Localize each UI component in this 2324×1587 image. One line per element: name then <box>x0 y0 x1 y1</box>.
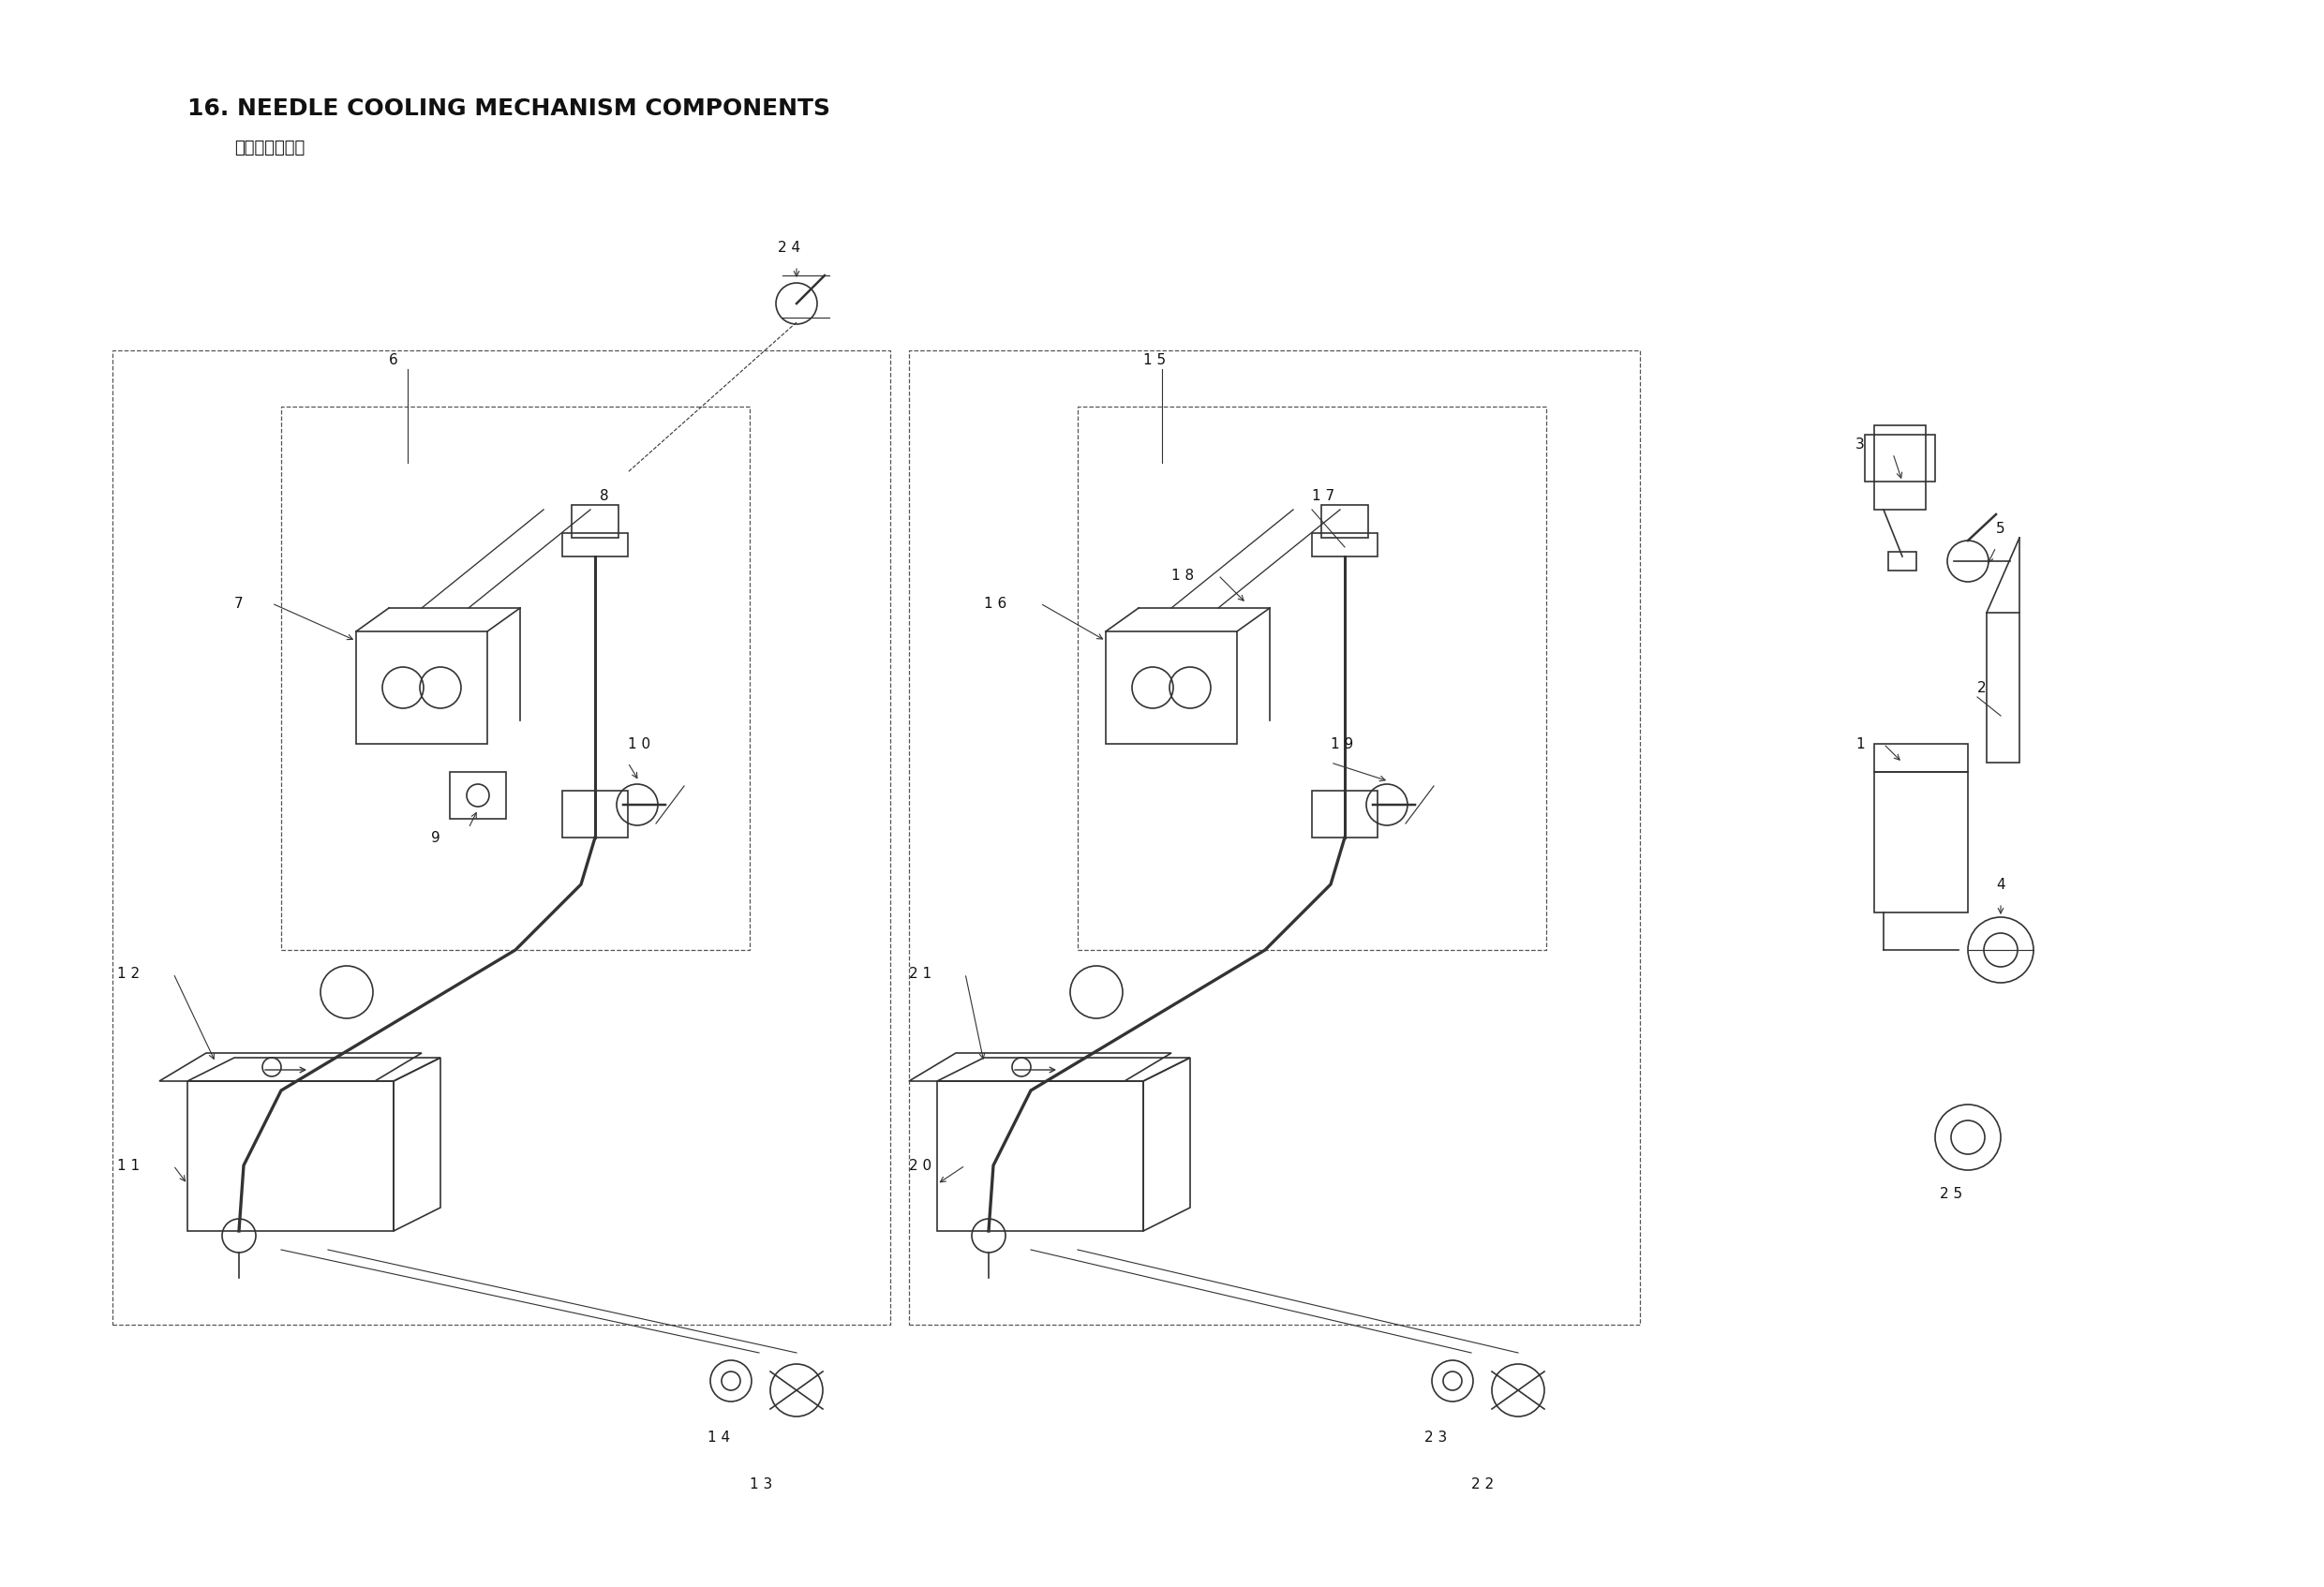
Text: 1 4: 1 4 <box>706 1430 730 1444</box>
Text: 1 6: 1 6 <box>983 597 1006 611</box>
Text: 1 9: 1 9 <box>1332 736 1353 751</box>
Text: 2 1: 2 1 <box>909 966 932 981</box>
Text: 2 5: 2 5 <box>1941 1187 1961 1200</box>
Text: 9: 9 <box>430 830 439 844</box>
Text: 4: 4 <box>1996 878 2006 892</box>
Text: 2 3: 2 3 <box>1425 1430 1448 1444</box>
Text: 2: 2 <box>1978 681 1987 695</box>
Text: 5: 5 <box>1996 522 2006 535</box>
Text: 8: 8 <box>600 489 609 503</box>
Text: 6: 6 <box>388 352 397 367</box>
Text: 2 2: 2 2 <box>1471 1477 1494 1490</box>
Text: 针冷却装置関係: 针冷却装置関係 <box>235 140 304 157</box>
Text: 1 0: 1 0 <box>627 736 651 751</box>
Text: 1 7: 1 7 <box>1313 489 1334 503</box>
Text: 1 1: 1 1 <box>116 1159 139 1173</box>
Text: 2 4: 2 4 <box>779 240 799 254</box>
Text: 3: 3 <box>1855 436 1864 451</box>
Text: 1 3: 1 3 <box>751 1477 772 1490</box>
Text: 7: 7 <box>235 597 244 611</box>
Text: 1 2: 1 2 <box>116 966 139 981</box>
Text: 1 5: 1 5 <box>1143 352 1167 367</box>
Text: 1 8: 1 8 <box>1171 568 1195 582</box>
Text: 2 0: 2 0 <box>909 1159 932 1173</box>
Text: 1: 1 <box>1855 736 1864 751</box>
Text: 16. NEEDLE COOLING MECHANISM COMPONENTS: 16. NEEDLE COOLING MECHANISM COMPONENTS <box>188 97 830 121</box>
